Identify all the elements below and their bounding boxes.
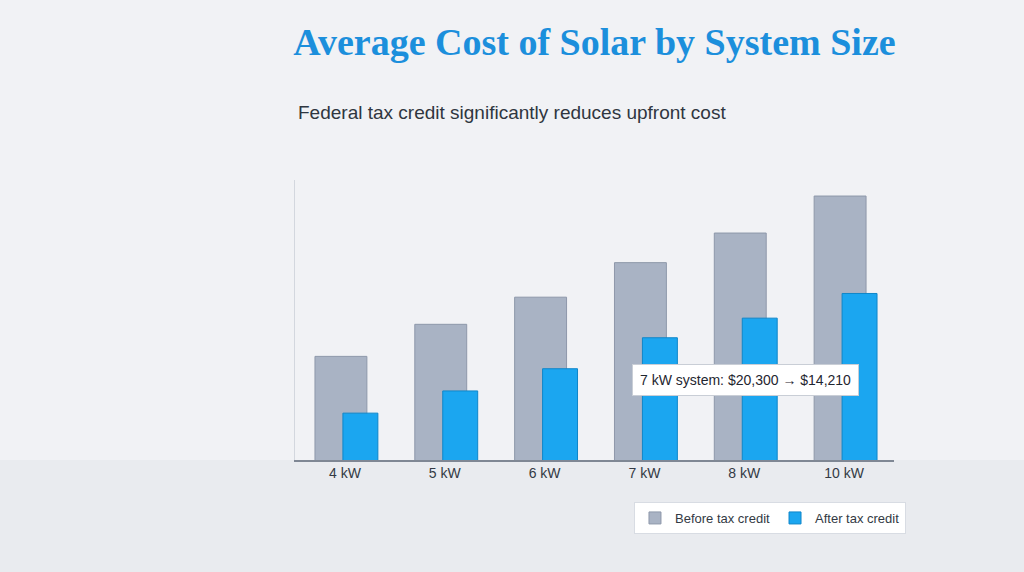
svg-text:8 kW: 8 kW	[728, 465, 761, 481]
svg-text:7 kW: 7 kW	[628, 465, 661, 481]
svg-text:Average Cost of Solar by Syste: Average Cost of Solar by System Size	[293, 21, 895, 63]
svg-text:5 kW: 5 kW	[429, 465, 462, 481]
svg-text:7 kW system: $20,300 → $14,210: 7 kW system: $20,300 → $14,210	[640, 372, 851, 388]
svg-text:4 kW: 4 kW	[329, 465, 362, 481]
svg-text:Federal tax credit significant: Federal tax credit significantly reduces…	[298, 102, 726, 123]
svg-text:After tax credit: After tax credit	[815, 511, 899, 526]
svg-text:10 kW: 10 kW	[824, 465, 864, 481]
svg-text:Before tax credit: Before tax credit	[675, 511, 770, 526]
svg-text:6 kW: 6 kW	[529, 465, 562, 481]
